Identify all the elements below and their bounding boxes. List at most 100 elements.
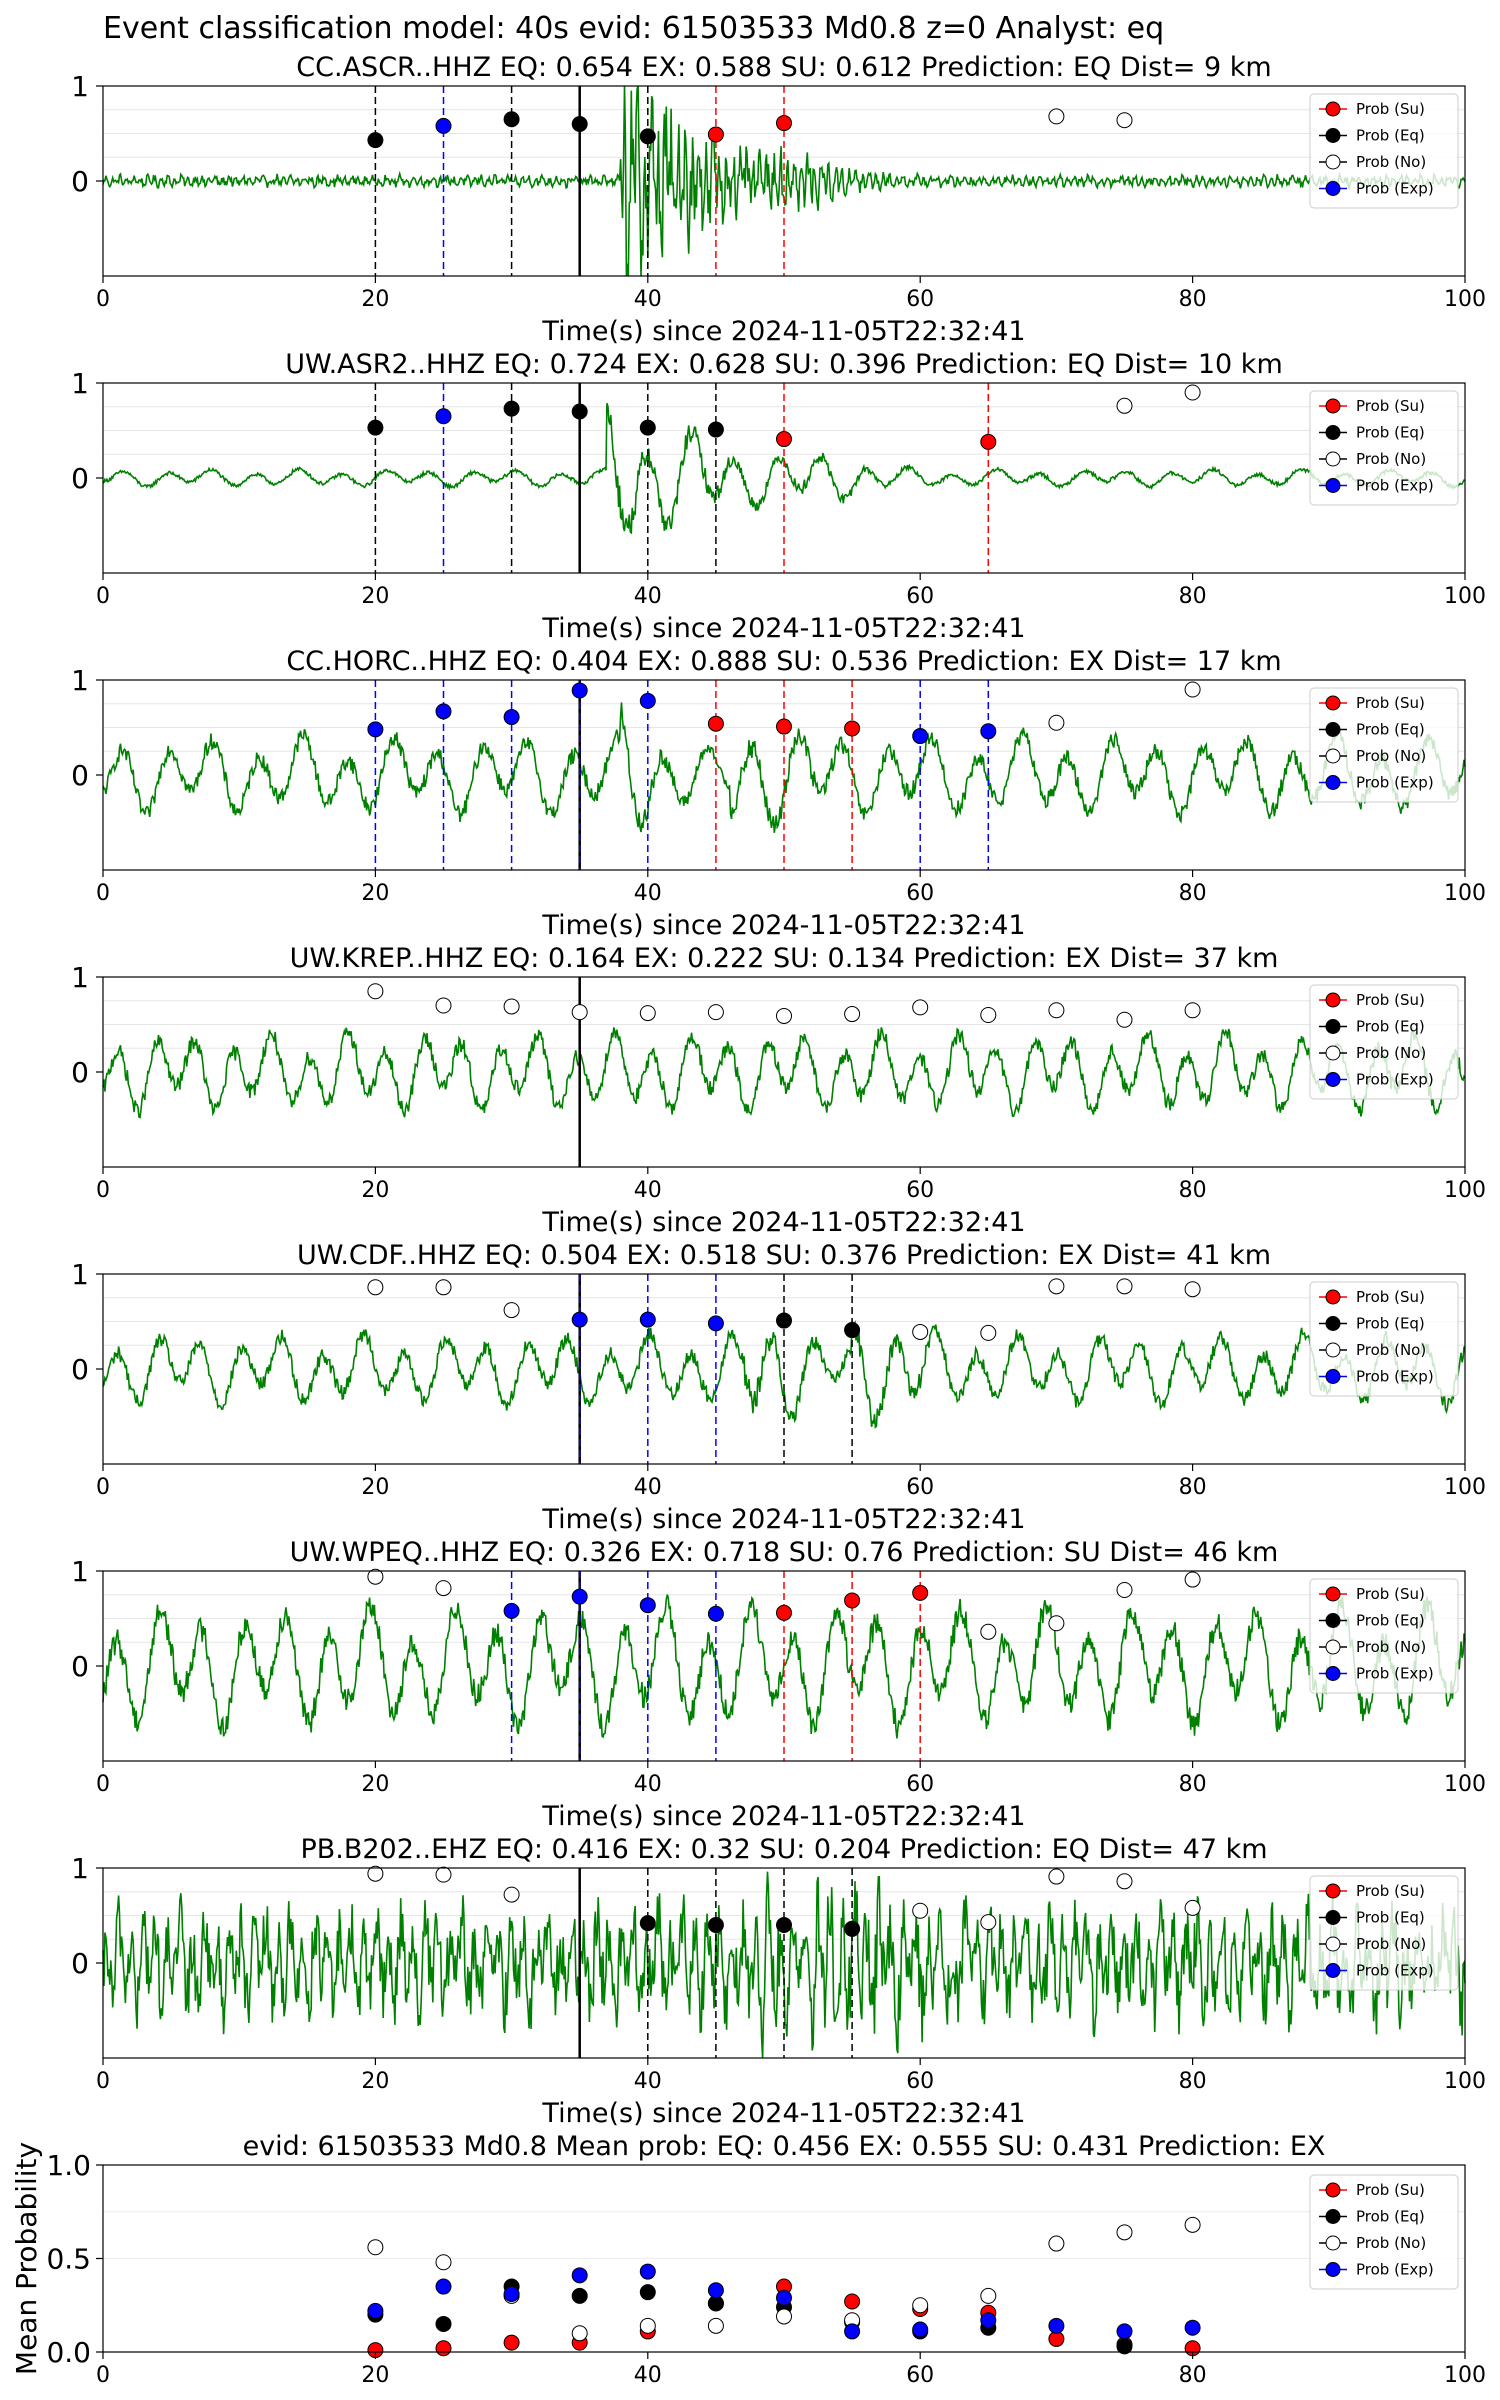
panel-5-marker-11 xyxy=(1116,1582,1133,1598)
panel-0-marker-1 xyxy=(435,117,452,134)
panel-6-legend-label-2: Prob (No) xyxy=(1356,1935,1426,1953)
panel-3-xtick-label-1: 20 xyxy=(361,1178,389,1203)
panel-5-marker-2 xyxy=(503,1602,520,1619)
panel-5-xtick-label-4: 80 xyxy=(1179,1772,1207,1797)
panel-1-xtick-label-3: 60 xyxy=(906,584,934,609)
panel-1-marker-1 xyxy=(435,408,452,425)
panel-7-legend-label-2: Prob (No) xyxy=(1356,2234,1426,2252)
panel-2-legend-marker-2 xyxy=(1325,748,1341,764)
panel-1-legend-marker-0 xyxy=(1325,398,1341,414)
panel-6-marker-1 xyxy=(435,1866,452,1883)
panel-7-point-no-1 xyxy=(435,2254,452,2271)
panel-6-xtick-label-0: 0 xyxy=(96,2069,110,2094)
panel-2-legend-marker-0 xyxy=(1325,695,1341,711)
panel-7-point-su-1 xyxy=(435,2340,452,2357)
panel-5-marker-7 xyxy=(844,1592,861,1609)
panel-1-marker-6 xyxy=(776,431,792,448)
panel-7-xtick-label-4: 80 xyxy=(1179,2363,1207,2388)
panel-1-xtick-label-2: 40 xyxy=(634,584,662,609)
panel-1-marker-3 xyxy=(571,403,588,420)
panel-7-point-no-12 xyxy=(1184,2216,1201,2233)
panel-6-marker-7 xyxy=(912,1902,929,1919)
panel-0-legend-marker-3 xyxy=(1325,181,1341,196)
panel-4-xtick-label-3: 60 xyxy=(906,1475,934,1500)
panel-1-marker-7 xyxy=(980,433,997,450)
panel-2-marker-0 xyxy=(367,721,384,738)
panel-4-legend-label-3: Prob (Exp) xyxy=(1356,1368,1434,1386)
panel-3: UW.KREP..HHZ EQ: 0.164 EX: 0.222 SU: 0.1… xyxy=(71,943,1486,1238)
panel-5-marker-10 xyxy=(1048,1615,1065,1632)
panel-4-legend-marker-0 xyxy=(1325,1289,1341,1305)
panel-3-marker-1 xyxy=(435,997,452,1014)
panel-5-xtick-label-2: 40 xyxy=(634,1772,662,1797)
panel-6-marker-9 xyxy=(1048,1868,1065,1885)
panel-0-legend-marker-1 xyxy=(1325,128,1341,143)
panel-0-legend-label-3: Prob (Exp) xyxy=(1356,180,1434,198)
panel-2-marker-1 xyxy=(435,703,452,720)
panel-3-xtick-label-0: 0 xyxy=(96,1178,110,1203)
panel-4-title: UW.CDF..HHZ EQ: 0.504 EX: 0.518 SU: 0.37… xyxy=(297,1240,1271,1271)
panel-1-xlabel: Time(s) since 2024-11-05T22:32:41 xyxy=(541,613,1025,644)
panel-3-waveform xyxy=(102,1026,1466,1119)
panel-6-title: PB.B202..EHZ EQ: 0.416 EX: 0.32 SU: 0.20… xyxy=(300,1834,1267,1865)
panel-0-marker-3 xyxy=(571,116,588,132)
panel-7-point-no-11 xyxy=(1116,2224,1133,2241)
panel-0-ytick-label-1: 1 xyxy=(71,70,89,103)
panel-3-marker-6 xyxy=(776,1007,792,1024)
panel-0-xtick-label-2: 40 xyxy=(634,287,662,312)
panel-3-xtick-label-5: 100 xyxy=(1444,1178,1486,1203)
panel-1-legend-label-0: Prob (Su) xyxy=(1356,397,1425,415)
panel-6-xtick-label-3: 60 xyxy=(906,2069,934,2094)
panel-4-marker-5 xyxy=(707,1315,724,1332)
panel-4-marker-12 xyxy=(1184,1281,1201,1298)
panel-4-legend-marker-3 xyxy=(1325,1369,1341,1384)
panel-6-xtick-label-4: 80 xyxy=(1179,2069,1207,2094)
panel-7: evid: 61503533 Md0.8 Mean prob: EQ: 0.45… xyxy=(10,2131,1486,2388)
panel-3-xtick-label-3: 60 xyxy=(906,1178,934,1203)
panel-3-marker-4 xyxy=(639,1005,656,1022)
panel-7-point-exp-10 xyxy=(1048,2317,1065,2334)
panel-7-point-no-10 xyxy=(1048,2235,1065,2252)
panel-4-marker-2 xyxy=(503,1302,520,1319)
panel-1-xtick-label-5: 100 xyxy=(1444,584,1486,609)
panel-3-marker-7 xyxy=(844,1006,861,1023)
panel-2-marker-8 xyxy=(912,728,929,745)
panel-4-xtick-label-4: 80 xyxy=(1179,1475,1207,1500)
panel-6-legend-label-1: Prob (Eq) xyxy=(1356,1909,1425,1927)
panel-1-ytick-label-1: 1 xyxy=(71,367,89,400)
panel-7-point-no-4 xyxy=(639,2317,656,2334)
panel-7-ytick-label-1: 0.5 xyxy=(46,2243,91,2276)
panel-6-legend-box xyxy=(1309,1875,1459,1991)
panel-5-legend-label-2: Prob (No) xyxy=(1356,1638,1426,1656)
panel-7-point-exp-7 xyxy=(844,2323,861,2340)
panel-7-legend-marker-2 xyxy=(1325,2235,1341,2251)
panel-1-marker-5 xyxy=(707,421,724,438)
panel-2-legend-label-2: Prob (No) xyxy=(1356,747,1426,765)
panel-1: UW.ASR2..HHZ EQ: 0.724 EX: 0.628 SU: 0.3… xyxy=(71,349,1486,644)
panel-6-xlabel: Time(s) since 2024-11-05T22:32:41 xyxy=(541,2098,1025,2129)
panel-3-marker-8 xyxy=(912,999,929,1016)
panel-4-legend-marker-2 xyxy=(1325,1342,1341,1358)
panel-3-legend-marker-1 xyxy=(1325,1019,1341,1034)
panel-6-xtick-label-1: 20 xyxy=(361,2069,389,2094)
panel-7-point-exp-11 xyxy=(1116,2323,1133,2340)
panel-2-marker-9 xyxy=(980,723,997,740)
panel-5-marker-6 xyxy=(776,1604,792,1621)
panel-0-xtick-label-3: 60 xyxy=(906,287,934,312)
panel-2-ytick-label-0: 0 xyxy=(71,759,89,792)
panel-5-xtick-label-1: 20 xyxy=(361,1772,389,1797)
panel-7-point-no-9 xyxy=(980,2287,997,2304)
panel-3-legend-label-2: Prob (No) xyxy=(1356,1044,1426,1062)
panel-5-marker-3 xyxy=(571,1588,588,1605)
panel-6-ytick-label-0: 0 xyxy=(71,1947,89,1980)
panel-2-marker-4 xyxy=(639,692,656,709)
panel-7-point-exp-3 xyxy=(571,2267,588,2284)
panel-7-legend-box xyxy=(1309,2174,1459,2290)
panel-3-legend-marker-3 xyxy=(1325,1072,1341,1087)
panel-2-xlabel: Time(s) since 2024-11-05T22:32:41 xyxy=(541,910,1025,941)
panel-5-legend-label-3: Prob (Exp) xyxy=(1356,1665,1434,1683)
panel-3-marker-11 xyxy=(1116,1011,1133,1028)
panel-5-xtick-label-0: 0 xyxy=(96,1772,110,1797)
panel-4-marker-0 xyxy=(367,1279,384,1296)
